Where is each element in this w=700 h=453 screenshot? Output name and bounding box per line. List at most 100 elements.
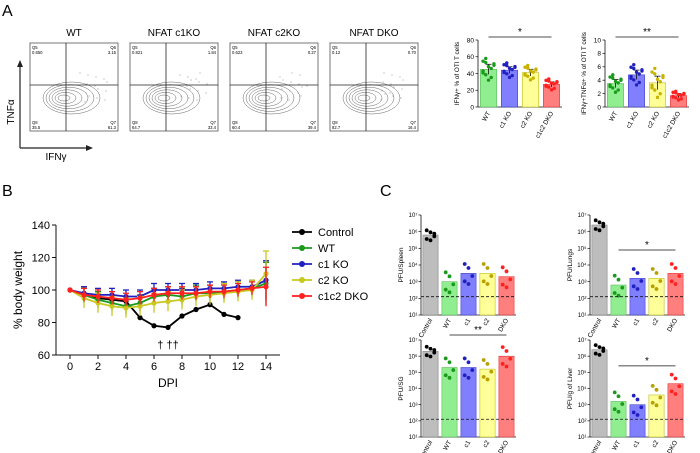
flow-event-dot [282,79,284,81]
legend-marker [299,277,305,283]
legend-label: Control [318,227,353,239]
flow-contour [348,86,389,110]
significance-label: * [645,240,649,251]
data-dot [653,88,657,92]
data-dot [447,360,452,365]
y-tick-label: 20 [467,88,475,95]
flow-quadrant-name: Q6 [410,45,416,50]
y-tick-label: 100 [32,285,50,297]
flow-quadrant-name: Q8 [32,120,38,125]
series-point [109,303,115,309]
flow-plot-frame [229,42,319,132]
series-point [179,313,185,319]
data-dot [601,346,606,351]
flow-contour [42,81,101,115]
legend-marker [299,245,305,251]
data-dot [616,81,620,85]
flow-event-dot [289,90,291,92]
flow-event-dot [104,99,106,101]
data-dot [534,68,538,72]
data-dot [547,85,551,89]
y-tick-label: 10⁵ [577,370,587,377]
series-point [207,289,213,295]
data-dot [432,348,437,352]
data-dot [654,403,659,408]
data-dot [552,82,556,86]
y-tick-label: 10⁵ [408,246,418,253]
x-tick-label: c1c2 DKO [661,111,682,140]
data-dot [424,237,429,241]
flow-quadrant-name: Q7 [110,120,116,125]
data-dot [552,86,556,91]
death-annotation: † †† [157,340,178,352]
bar [648,394,665,438]
flow-event-dot [384,93,386,95]
flow-event-dot [186,85,188,87]
series-point [95,293,101,300]
flow-event-dot [97,88,99,90]
data-dot [637,80,641,85]
series-point [221,311,227,317]
flow-contour [142,81,201,115]
data-dot [611,73,615,77]
flow-event-dot [401,88,403,90]
flow-plot-frame [129,42,219,132]
flow-event-dot [188,97,190,99]
data-dot [593,343,598,348]
flow-event-dot [86,83,88,85]
flow-event-dot [94,85,96,87]
data-dot [631,393,636,398]
flow-event-dot [88,95,90,97]
flow-event-dot [103,78,105,80]
significance-label: ** [643,27,651,38]
data-dot [635,413,640,417]
data-dot [443,373,448,378]
data-dot [523,65,527,69]
data-dot [485,282,490,286]
y-tick-label: 10³ [409,280,418,286]
bar [479,273,496,316]
flow-event-dot [180,95,182,97]
data-dot [608,84,612,89]
y-axis-title: PFU/SG [398,376,405,400]
flow-quadrant-value: 33.4 [208,125,217,130]
flow-event-dot [196,99,198,101]
flow-event-dot [106,81,108,83]
flow-event-dot [402,79,404,81]
bar [667,383,684,438]
flow-event-dot [382,81,384,83]
flow-quadrant-name: Q5 [232,45,238,50]
y-tick-label: 2 [597,91,601,98]
flow-contour [351,89,383,107]
significance-label: ** [474,325,482,336]
y-axis-title: PFU/Spleen [398,247,405,282]
data-dot [611,86,615,90]
x-tick-label: 0 [67,361,73,373]
data-dot [549,81,554,85]
data-dot [650,384,655,388]
flow-plot-frame [29,42,119,132]
series-point [249,285,255,291]
data-dot [466,375,471,380]
data-dot [526,63,530,68]
data-dot [470,368,475,372]
legend-label: WT [318,243,335,255]
x-tick-label: 10 [204,361,216,373]
data-dot [679,97,683,101]
data-dot [634,70,639,75]
data-dot [676,98,681,102]
flow-title: NFAT DKO [349,28,398,39]
x-tick-label: c2 [482,317,492,327]
data-dot [650,400,655,405]
data-dot [508,356,513,361]
data-dot [523,73,527,77]
flow-event-dot [383,72,385,74]
y-tick-label: 60 [467,54,475,61]
y-tick-label: 10⁷ [578,337,587,344]
y-tick-label: 4 [597,78,601,85]
y-tick-label: 120 [32,253,50,265]
data-dot [669,372,674,377]
flow-y-label: TNFα [6,99,17,124]
data-dot [677,384,682,389]
y-tick-label: 10⁷ [409,337,418,344]
